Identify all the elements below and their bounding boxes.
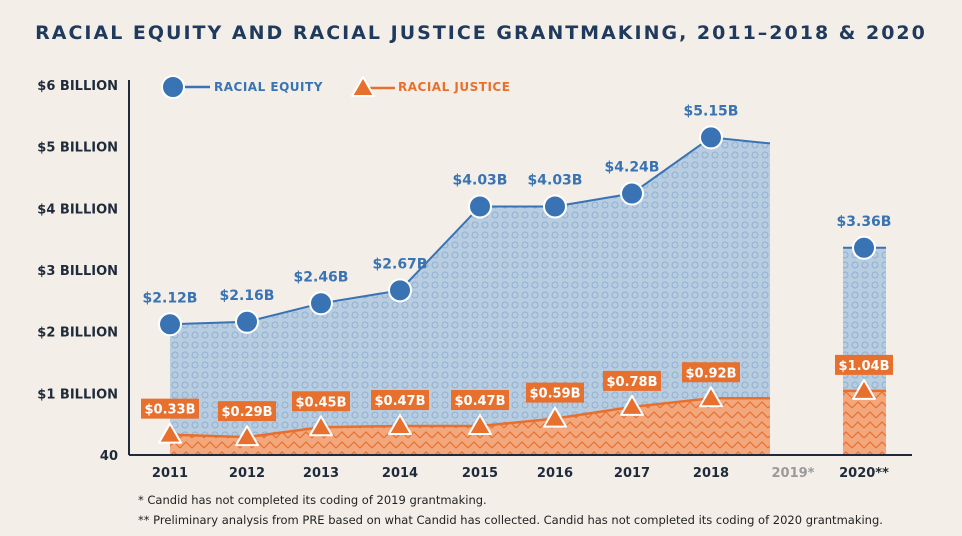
justice-data-label: $0.47B xyxy=(374,394,425,409)
equity-data-label: $3.36B xyxy=(837,214,892,230)
justice-data-label: $0.33B xyxy=(144,403,195,418)
y-tick-label: $6 BILLION xyxy=(37,79,118,94)
legend-equity-label: RACIAL EQUITY xyxy=(214,80,323,94)
justice-marker xyxy=(309,415,333,437)
footnote-2020: ** Preliminary analysis from PRE based o… xyxy=(138,513,883,527)
equity-data-label: $4.03B xyxy=(528,172,583,188)
justice-label-bg xyxy=(292,391,350,412)
x-tick-label: 2011 xyxy=(152,466,188,481)
justice-data-label: $0.59B xyxy=(529,387,580,402)
x-tick-label: 2016 xyxy=(537,466,573,481)
justice-marker xyxy=(468,414,492,436)
equity-data-label: $2.46B xyxy=(294,269,349,285)
equity-data-label: $2.12B xyxy=(143,290,198,306)
justice-label-bg xyxy=(141,398,199,419)
equity-marker xyxy=(543,194,567,219)
x-tick-label: 2014 xyxy=(382,466,418,481)
x-tick-label: 2020** xyxy=(839,466,889,481)
justice-data-label: $0.29B xyxy=(221,405,272,420)
equity-marker xyxy=(388,278,412,303)
justice-data-label: $0.47B xyxy=(454,394,505,409)
justice-marker xyxy=(699,386,723,408)
justice-label-bg xyxy=(218,401,276,422)
justice-label-bg xyxy=(526,382,584,403)
justice-marker xyxy=(543,406,567,428)
equity-marker xyxy=(309,291,333,316)
justice-label-bg xyxy=(371,390,429,411)
x-tick-label: 2012 xyxy=(229,466,265,481)
x-tick-label: 2017 xyxy=(614,466,650,481)
justice-bar-2020 xyxy=(843,390,886,455)
chart-title: RACIAL EQUITY AND RACIAL JUSTICE GRANTMA… xyxy=(35,22,927,44)
x-tick-label: 2019* xyxy=(772,466,815,481)
equity-marker xyxy=(699,125,723,150)
equity-marker xyxy=(620,181,644,206)
justice-data-label: $0.92B xyxy=(685,366,736,381)
equity-data-label: $4.03B xyxy=(453,172,508,188)
y-tick-label: 40 xyxy=(100,449,118,464)
justice-marker xyxy=(388,414,412,436)
justice-marker xyxy=(158,422,182,444)
justice-marker xyxy=(620,394,644,416)
footnote-2019: * Candid has not completed its coding of… xyxy=(138,493,487,507)
equity-data-label: $4.24B xyxy=(605,160,660,176)
legend-justice-label: RACIAL JUSTICE xyxy=(398,80,510,94)
justice-label-bg xyxy=(603,370,661,391)
justice-data-label: $1.04B xyxy=(838,359,889,374)
legend-justice-marker xyxy=(351,76,375,97)
y-tick-label: $2 BILLION xyxy=(37,326,118,341)
justice-marker xyxy=(852,378,876,400)
equity-data-label: $2.16B xyxy=(220,288,275,304)
x-tick-label: 2015 xyxy=(462,466,498,481)
equity-data-label: $2.67B xyxy=(373,256,428,272)
y-tick-label: $3 BILLION xyxy=(37,264,118,279)
y-tick-label: $5 BILLION xyxy=(37,141,118,156)
equity-marker xyxy=(235,309,259,334)
x-tick-label: 2018 xyxy=(693,466,729,481)
justice-data-label: $0.45B xyxy=(295,395,346,410)
justice-label-bg xyxy=(682,362,740,383)
justice-data-label: $0.78B xyxy=(606,375,657,390)
justice-label-bg xyxy=(451,390,509,411)
legend-equity-marker xyxy=(161,75,185,99)
y-tick-label: $4 BILLION xyxy=(37,202,118,217)
x-tick-label: 2013 xyxy=(303,466,339,481)
equity-data-label: $5.15B xyxy=(684,103,739,119)
justice-label-bg xyxy=(835,354,893,375)
equity-marker xyxy=(158,312,182,337)
equity-marker xyxy=(468,194,492,219)
equity-marker xyxy=(852,235,876,260)
y-tick-label: $1 BILLION xyxy=(37,387,118,402)
justice-marker xyxy=(235,425,259,447)
